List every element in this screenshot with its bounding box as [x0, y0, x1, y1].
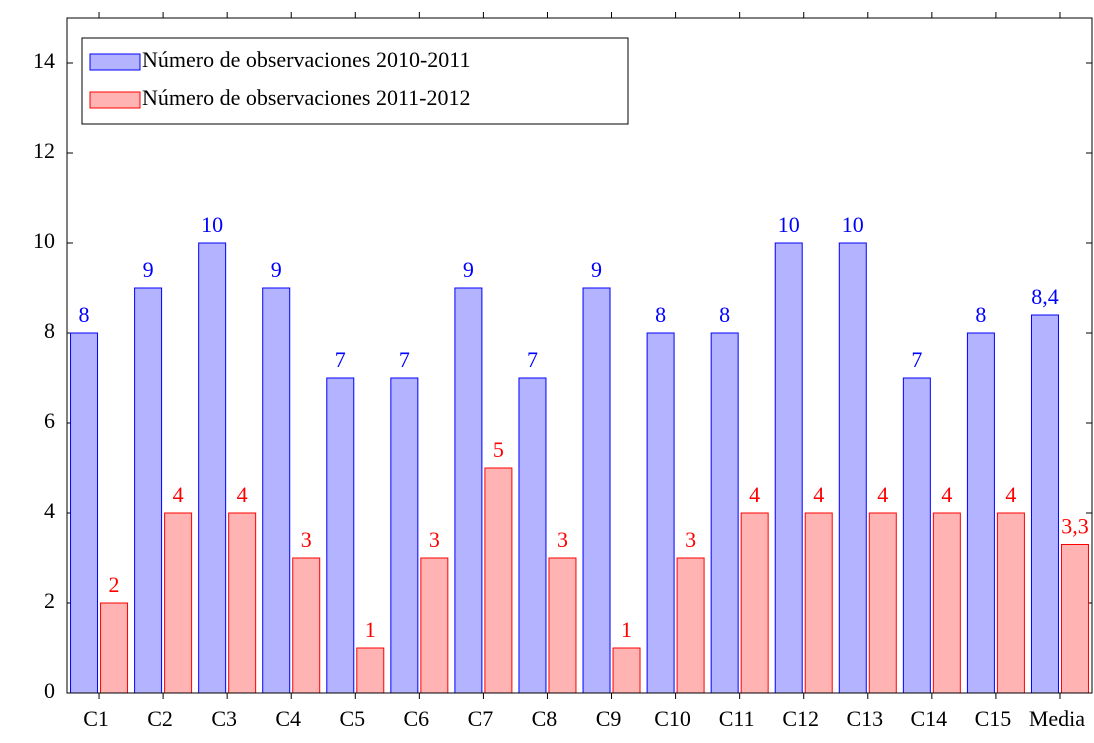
bar — [390, 377, 419, 694]
bar — [548, 557, 577, 694]
x-tick-label: C9 — [596, 706, 622, 731]
x-tick-label: C8 — [532, 706, 558, 731]
data-label: 9 — [591, 257, 602, 282]
plot-frame — [66, 17, 1093, 694]
data-label: 3 — [557, 527, 568, 552]
x-tick-label: C7 — [468, 706, 494, 731]
data-label: 10 — [842, 212, 864, 237]
x-tick-label: C6 — [404, 706, 430, 731]
bar — [646, 332, 675, 694]
bar — [454, 287, 483, 694]
data-label: 8 — [79, 302, 90, 327]
data-label: 10 — [201, 212, 223, 237]
legend-label: Número de observaciones 2010-2011 — [142, 47, 471, 72]
data-label: 3 — [685, 527, 696, 552]
data-label: 3,3 — [1061, 514, 1089, 539]
bar — [1030, 314, 1059, 694]
bar — [838, 242, 867, 694]
x-tick-label: C5 — [339, 706, 365, 731]
data-label: 7 — [527, 347, 538, 372]
bar — [740, 512, 769, 694]
data-label: 3 — [301, 527, 312, 552]
x-tick-label: C15 — [975, 706, 1012, 731]
x-tick-label: C12 — [782, 706, 819, 731]
data-label: 1 — [621, 617, 632, 642]
bar — [70, 332, 99, 694]
data-label: 4 — [237, 482, 248, 507]
bar — [326, 377, 355, 694]
data-label: 4 — [749, 482, 760, 507]
bar — [902, 377, 931, 694]
x-tick-label: C11 — [719, 706, 755, 731]
x-tick-label: C3 — [211, 706, 237, 731]
legend-label: Número de observaciones 2011-2012 — [142, 85, 471, 110]
bar — [100, 602, 129, 694]
x-tick-label: C10 — [654, 706, 691, 731]
bar — [996, 512, 1025, 694]
y-tick-label: 4 — [44, 498, 55, 523]
data-label: 8,4 — [1031, 284, 1059, 309]
data-label: 5 — [493, 437, 504, 462]
bar — [518, 377, 547, 694]
bar — [774, 242, 803, 694]
bar — [484, 467, 513, 694]
bar — [710, 332, 739, 694]
bar — [292, 557, 321, 694]
y-tick-label: 2 — [44, 588, 55, 613]
legend-swatch — [89, 91, 141, 109]
data-label: 8 — [655, 302, 666, 327]
x-tick-label: C13 — [846, 706, 883, 731]
data-label: 7 — [335, 347, 346, 372]
y-tick-label: 10 — [33, 228, 55, 253]
x-tick-label: Media — [1029, 706, 1085, 731]
bar — [868, 512, 897, 694]
bar — [262, 287, 291, 694]
bar — [356, 647, 385, 694]
data-label: 2 — [109, 572, 120, 597]
y-tick-label: 14 — [33, 48, 55, 73]
bar — [582, 287, 611, 694]
data-label: 9 — [271, 257, 282, 282]
y-tick-label: 6 — [44, 408, 55, 433]
data-label: 9 — [463, 257, 474, 282]
data-label: 9 — [143, 257, 154, 282]
data-label: 1 — [365, 617, 376, 642]
bar — [420, 557, 449, 694]
legend-swatch — [89, 53, 141, 71]
y-tick-label: 8 — [44, 318, 55, 343]
data-label: 8 — [975, 302, 986, 327]
x-tick-label: C14 — [911, 706, 948, 731]
bar — [804, 512, 833, 694]
data-label: 4 — [173, 482, 184, 507]
x-tick-label: C2 — [147, 706, 173, 731]
bar — [966, 332, 995, 694]
bar — [1060, 544, 1089, 694]
data-label: 3 — [429, 527, 440, 552]
bar — [198, 242, 227, 694]
data-label: 4 — [941, 482, 952, 507]
bar — [228, 512, 257, 694]
x-tick-label: C4 — [275, 706, 301, 731]
data-label: 7 — [399, 347, 410, 372]
x-tick-label: C1 — [83, 706, 109, 731]
legend-box — [81, 37, 629, 125]
bar — [932, 512, 961, 694]
data-label: 4 — [1005, 482, 1016, 507]
y-tick-label: 0 — [44, 678, 55, 703]
bar — [676, 557, 705, 694]
data-label: 4 — [813, 482, 824, 507]
y-tick-label: 12 — [33, 138, 55, 163]
data-label: 8 — [719, 302, 730, 327]
data-label: 7 — [911, 347, 922, 372]
bar — [134, 287, 163, 694]
bar — [612, 647, 641, 694]
bar — [164, 512, 193, 694]
data-label: 10 — [778, 212, 800, 237]
data-label: 4 — [877, 482, 888, 507]
